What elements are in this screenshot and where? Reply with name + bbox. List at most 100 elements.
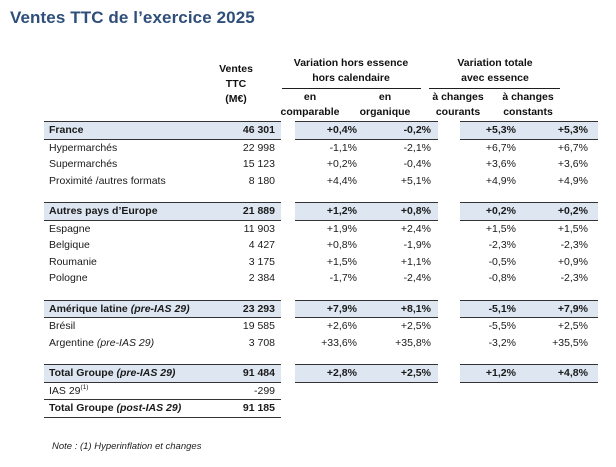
sales-cell: 91 185 — [207, 399, 281, 418]
comparable-cell: -1,1% — [329, 141, 357, 154]
organic-cell: +1,1% — [400, 255, 431, 268]
constant-fx-cell: +35,5% — [552, 336, 588, 349]
sales-cell: 3 708 — [248, 336, 275, 349]
group2-header: Variation totale avec essence — [457, 57, 533, 84]
current-fx-cell: -3,2% — [488, 336, 516, 349]
constant-fx-cell: +7,9% — [520, 299, 598, 318]
comparable-cell: +1,9% — [326, 222, 357, 235]
sales-header: Ventes TTC (M€) — [219, 63, 253, 105]
organic-cell: +2,5% — [400, 320, 431, 332]
row-label: Espagne — [49, 222, 91, 235]
row-label: Amérique latine (pre-IAS 29) — [44, 299, 207, 318]
current-fx-cell: +1,5% — [485, 222, 516, 235]
sales-cell: -299 — [253, 384, 275, 397]
col4-header: à changes constants — [502, 91, 554, 118]
organic-cell: +8,1% — [361, 299, 438, 318]
comparable-cell: +33,6% — [321, 336, 357, 349]
constant-fx-cell: +6,7% — [557, 141, 588, 154]
current-fx-cell: +5,3% — [460, 121, 520, 140]
sales-cell: 91 484 — [207, 364, 281, 383]
row-label: Total Groupe (pre-IAS 29) — [44, 364, 207, 383]
comparable-cell: +4,4% — [326, 174, 357, 187]
current-fx-cell: +0,2% — [460, 202, 520, 221]
row-label: Pologne — [49, 272, 88, 284]
row-label: Proximité /autres formats — [49, 174, 166, 187]
current-fx-cell: -2,3% — [488, 239, 516, 251]
group1-header: Variation hors essence hors calendaire — [293, 57, 409, 84]
sales-cell: 2 384 — [248, 272, 275, 284]
organic-cell: -2,4% — [403, 272, 431, 284]
current-fx-cell: -5,1% — [460, 299, 520, 318]
table-row: Belgique 4 427 +0,8% -1,9% -2,3% -2,3% — [44, 237, 598, 254]
row-label: Supermarchés — [49, 158, 118, 170]
table-row: Supermarchés 15 123 +0,2% -0,4% +3,6% +3… — [44, 156, 598, 173]
sales-cell: 3 175 — [248, 255, 275, 268]
row-label: Brésil — [49, 320, 76, 332]
current-fx-cell: -0,8% — [488, 272, 516, 284]
comparable-cell: +7,9% — [295, 299, 361, 318]
comparable-cell: +1,5% — [326, 255, 357, 268]
table-row: Autres pays d’Europe 21 889 +1,2% +0,8% … — [44, 202, 598, 221]
group1-underline — [282, 88, 421, 89]
current-fx-cell: +3,6% — [485, 158, 516, 170]
table-row: Espagne 11 903 +1,9% +2,4% +1,5% +1,5% — [44, 220, 598, 237]
comparable-cell: -1,7% — [329, 272, 357, 284]
row-label: Roumanie — [49, 255, 97, 268]
constant-fx-cell: -2,3% — [560, 272, 588, 284]
row-label: Total Groupe (post-IAS 29) — [44, 399, 207, 418]
row-label: IAS 29(1) — [49, 383, 89, 397]
organic-cell: +5,1% — [400, 174, 431, 187]
sales-cell: 46 301 — [207, 121, 281, 140]
comparable-cell: +0,8% — [326, 239, 357, 251]
footnote: Note : (1) Hyperinflation et changes — [52, 441, 202, 452]
comparable-cell: +1,2% — [295, 202, 361, 221]
table-row: IAS 29(1) -299 — [44, 382, 598, 400]
col2-header: en organique — [359, 91, 411, 118]
organic-cell: +35,8% — [395, 336, 431, 349]
table-row: France 46 301 +0,4% -0,2% +5,3% +5,3% — [44, 121, 598, 140]
organic-cell: -0,4% — [403, 158, 431, 170]
table-row: Pologne 2 384 -1,7% -2,4% -0,8% -2,3% — [44, 270, 598, 287]
constant-fx-cell: -2,3% — [560, 239, 588, 251]
current-fx-cell: +4,9% — [485, 174, 516, 187]
current-fx-cell: -0,5% — [488, 255, 516, 268]
comparable-cell: +2,8% — [295, 364, 361, 383]
constant-fx-cell: +0,2% — [520, 202, 598, 221]
sales-cell: 19 585 — [242, 320, 275, 332]
organic-cell: +2,5% — [361, 364, 438, 383]
current-fx-cell: -5,5% — [488, 320, 516, 332]
comparable-cell: +0,4% — [295, 121, 361, 140]
table-row: Brésil 19 585 +2,6% +2,5% -5,5% +2,5% — [44, 318, 598, 335]
sales-table: France 46 301 +0,4% -0,2% +5,3% +5,3% Hy… — [44, 121, 598, 418]
constant-fx-cell: +5,3% — [520, 121, 598, 140]
organic-cell: +0,8% — [361, 202, 438, 221]
organic-cell: -0,2% — [361, 121, 438, 140]
current-fx-cell: +1,2% — [460, 364, 520, 383]
table-row: Argentine (pre-IAS 29) 3 708 +33,6% +35,… — [44, 335, 598, 352]
sales-cell: 4 427 — [248, 239, 275, 251]
row-label: France — [44, 121, 207, 140]
table-row: Proximité /autres formats 8 180 +4,4% +5… — [44, 173, 598, 190]
current-fx-cell: +6,7% — [485, 141, 516, 154]
sales-cell: 15 123 — [242, 158, 275, 170]
table-row: Total Groupe (pre-IAS 29) 91 484 +2,8% +… — [44, 364, 598, 383]
organic-cell: +2,4% — [400, 222, 431, 235]
constant-fx-cell: +0,9% — [557, 255, 588, 268]
sales-cell: 22 998 — [242, 141, 275, 154]
sales-cell: 11 903 — [243, 222, 275, 235]
sales-cell: 21 889 — [207, 202, 281, 221]
row-label: Belgique — [49, 239, 90, 251]
comparable-cell: +2,6% — [326, 320, 357, 332]
row-label: Argentine (pre-IAS 29) — [49, 336, 155, 349]
table-row: Total Groupe (post-IAS 29) 91 185 — [44, 399, 598, 418]
constant-fx-cell: +3,6% — [557, 158, 588, 170]
constant-fx-cell: +4,8% — [520, 364, 598, 383]
table-row: Hypermarchés 22 998 -1,1% -2,1% +6,7% +6… — [44, 139, 598, 156]
table-row: Amérique latine (pre-IAS 29) 23 293 +7,9… — [44, 299, 598, 318]
sales-cell: 8 180 — [248, 174, 275, 187]
group2-underline — [429, 88, 560, 89]
constant-fx-cell: +1,5% — [557, 222, 588, 235]
comparable-cell: +0,2% — [326, 158, 357, 170]
row-spacer — [44, 189, 598, 203]
organic-cell: -2,1% — [403, 141, 431, 154]
